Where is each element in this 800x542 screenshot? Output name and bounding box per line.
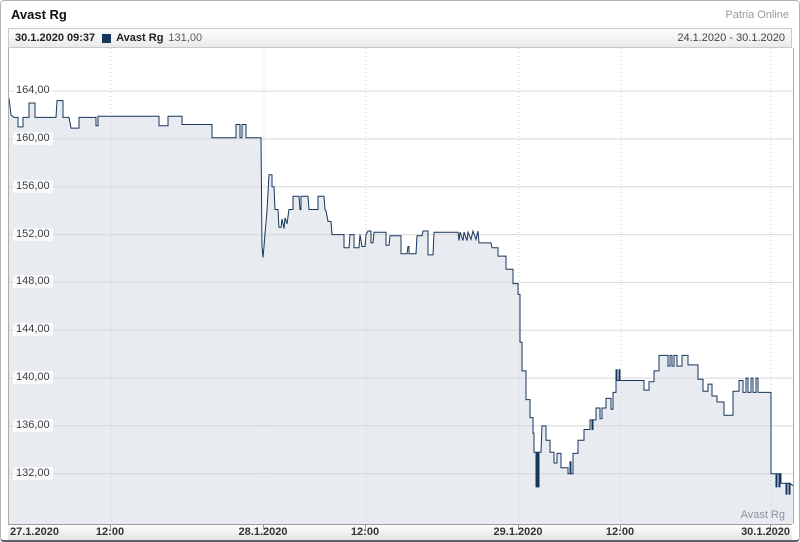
date-range: 24.1.2020 - 30.1.2020 xyxy=(677,32,785,44)
x-axis-tick xyxy=(620,525,621,529)
title-bar: Avast Rg Patria Online xyxy=(1,1,799,28)
page-title: Avast Rg xyxy=(11,7,67,22)
x-axis-label: 30.1.2020 xyxy=(741,526,790,538)
x-axis-label: 12:00 xyxy=(605,526,635,538)
y-axis-label: 164,00 xyxy=(13,84,53,98)
y-axis-label: 136,00 xyxy=(13,418,53,432)
price-area xyxy=(9,98,793,524)
legend-series: 30.1.2020 09:37 Avast Rg 131,00 xyxy=(15,32,202,44)
price-chart-canvas[interactable] xyxy=(9,48,793,524)
x-axis-tick xyxy=(110,525,111,529)
chart-watermark: Avast Rg xyxy=(740,509,785,521)
x-axis: 27.1.2020 12:00 28.1.2020 12:00 29.1.2020 12:… xyxy=(8,524,792,540)
x-axis-label: 12:00 xyxy=(350,526,380,538)
crosshair-timestamp: 30.1.2020 09:37 xyxy=(15,32,96,44)
series-name: Avast Rg xyxy=(116,32,164,44)
x-axis-tick xyxy=(518,525,519,529)
x-axis-tick xyxy=(770,525,771,529)
price-line xyxy=(9,98,793,495)
y-axis-label: 160,00 xyxy=(13,131,53,145)
y-axis-label: 132,00 xyxy=(13,466,53,480)
y-axis-label: 140,00 xyxy=(13,371,53,385)
x-axis-label: 27.1.2020 xyxy=(10,526,59,538)
series-marker-icon xyxy=(102,33,112,43)
x-axis-tick xyxy=(263,525,264,529)
y-axis-label: 144,00 xyxy=(13,323,53,337)
price-chart[interactable]: Avast Rg 164,00 160,00 156,00 152,00 148,00 1… xyxy=(8,48,794,524)
x-axis-label: 29.1.2020 xyxy=(493,526,543,538)
x-axis-label: 28.1.2020 xyxy=(238,526,288,538)
x-axis-label: 12:00 xyxy=(95,526,125,538)
y-axis-label: 148,00 xyxy=(13,275,53,289)
series-value: 131,00 xyxy=(168,32,203,44)
y-axis-label: 156,00 xyxy=(13,179,53,193)
brand-label: Patria Online xyxy=(725,9,789,21)
y-axis-label: 152,00 xyxy=(13,227,53,241)
legend-bar: 30.1.2020 09:37 Avast Rg 131,00 24.1.202… xyxy=(8,28,792,48)
x-axis-tick xyxy=(365,525,366,529)
